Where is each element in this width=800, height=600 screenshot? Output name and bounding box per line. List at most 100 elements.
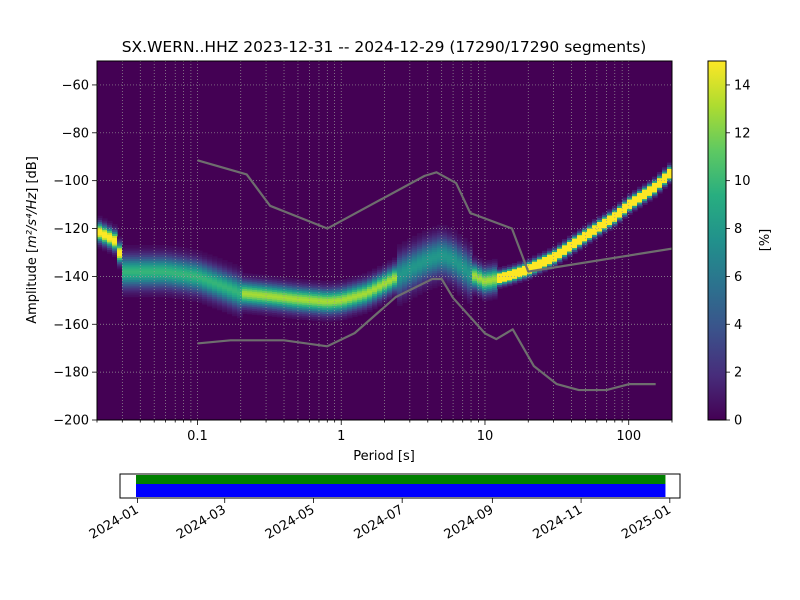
heatmap-cell [212, 292, 218, 296]
heatmap-cell [132, 269, 138, 273]
heatmap-cell [137, 250, 143, 254]
heatmap-cell [472, 266, 478, 270]
heatmap-cell [462, 272, 468, 275]
heatmap-cell [482, 295, 488, 298]
heatmap-cell [457, 277, 463, 281]
heatmap-cell [462, 280, 468, 283]
heatmap-cell [167, 257, 173, 260]
heatmap-cell [462, 293, 468, 296]
heatmap-cell [237, 306, 243, 309]
heatmap-cell [187, 298, 193, 301]
heatmap-cell [387, 294, 393, 298]
heatmap-cell [167, 249, 173, 252]
heatmap-cell [362, 311, 368, 315]
heatmap-cell [297, 290, 303, 293]
heatmap-cell [217, 258, 223, 261]
heatmap-cell [212, 290, 218, 294]
heatmap-cell [147, 285, 153, 288]
heatmap-cell [272, 314, 278, 317]
heatmap-cell [177, 292, 183, 296]
heatmap-cell [407, 248, 413, 251]
heatmap-cell [642, 196, 648, 200]
heatmap-cell [317, 315, 323, 318]
heatmap-cell [487, 271, 493, 274]
heatmap-cell [462, 276, 468, 279]
heatmap-cell [317, 297, 323, 301]
heatmap-cell [162, 250, 168, 254]
heatmap-cell [437, 243, 443, 247]
heatmap-cell [422, 240, 428, 243]
heatmap-cell [377, 285, 383, 288]
heatmap-cell [422, 286, 428, 289]
heatmap-cell [587, 241, 593, 244]
heatmap-cell [337, 312, 343, 316]
heatmap-cell [232, 281, 238, 284]
heatmap-cell [552, 259, 558, 262]
heatmap-cell [302, 311, 308, 315]
heatmap-cell [227, 264, 233, 267]
heatmap-cell [127, 283, 133, 286]
heatmap-cell [212, 298, 218, 301]
heatmap-cell [297, 292, 303, 295]
heatmap-cell [637, 205, 643, 209]
heatmap-cell [127, 279, 133, 282]
heatmap-cell [342, 315, 348, 318]
heatmap-cell [277, 278, 283, 282]
heatmap-cell [247, 288, 253, 292]
heatmap-cell [607, 222, 613, 226]
heatmap-cell [412, 274, 418, 277]
heatmap-cell [277, 284, 283, 287]
heatmap-cell [427, 228, 433, 231]
heatmap-cell [452, 239, 458, 242]
heatmap-cell [307, 281, 313, 285]
heatmap-cell [597, 223, 603, 226]
heatmap-cell [477, 279, 483, 282]
heatmap-cell [292, 305, 298, 308]
heatmap-cell [237, 279, 243, 282]
heatmap-cell [322, 313, 328, 316]
x-axis-label: Period [s] [353, 449, 415, 464]
heatmap-cell [212, 300, 218, 303]
heatmap-cell [277, 305, 283, 308]
heatmap-cell [307, 295, 313, 298]
heatmap-cell [292, 286, 298, 289]
y-tick-label: −60 [62, 78, 89, 93]
heatmap-cell [392, 261, 398, 264]
heatmap-cell [132, 285, 138, 288]
heatmap-cell [412, 245, 418, 248]
heatmap-cell [232, 308, 238, 311]
heatmap-cell [427, 253, 433, 256]
heatmap-cell [437, 259, 443, 262]
heatmap-cell [297, 280, 303, 284]
heatmap-cell [372, 285, 378, 289]
heatmap-cell [192, 289, 198, 292]
heatmap-cell [467, 268, 473, 272]
heatmap-cell [137, 292, 143, 296]
heatmap-cell [162, 273, 168, 277]
heatmap-cell [627, 195, 633, 198]
heatmap-cell [237, 266, 243, 269]
heatmap-cell [297, 303, 303, 307]
heatmap-cell [597, 221, 603, 224]
heatmap-cell [122, 294, 128, 298]
heatmap-cell [592, 232, 598, 235]
heatmap-cell [557, 261, 563, 265]
heatmap-cell [632, 195, 638, 199]
heatmap-cell [117, 242, 123, 245]
heatmap-cell [657, 179, 663, 183]
heatmap-cell [427, 254, 433, 258]
heatmap-cell [452, 285, 458, 288]
heatmap-cell [607, 209, 613, 212]
heatmap-cell [377, 296, 383, 299]
heatmap-cell [497, 286, 503, 289]
heatmap-cell [357, 305, 363, 308]
coverage-frame-outline [119, 473, 681, 499]
heatmap-cell [447, 271, 453, 274]
heatmap-cell [187, 288, 193, 292]
heatmap-cell [247, 296, 253, 300]
heatmap-cell [402, 243, 408, 246]
heatmap-cell [192, 283, 198, 287]
heatmap-cell [322, 315, 328, 318]
heatmap-cell [467, 297, 473, 300]
heatmap-cell [562, 239, 568, 242]
